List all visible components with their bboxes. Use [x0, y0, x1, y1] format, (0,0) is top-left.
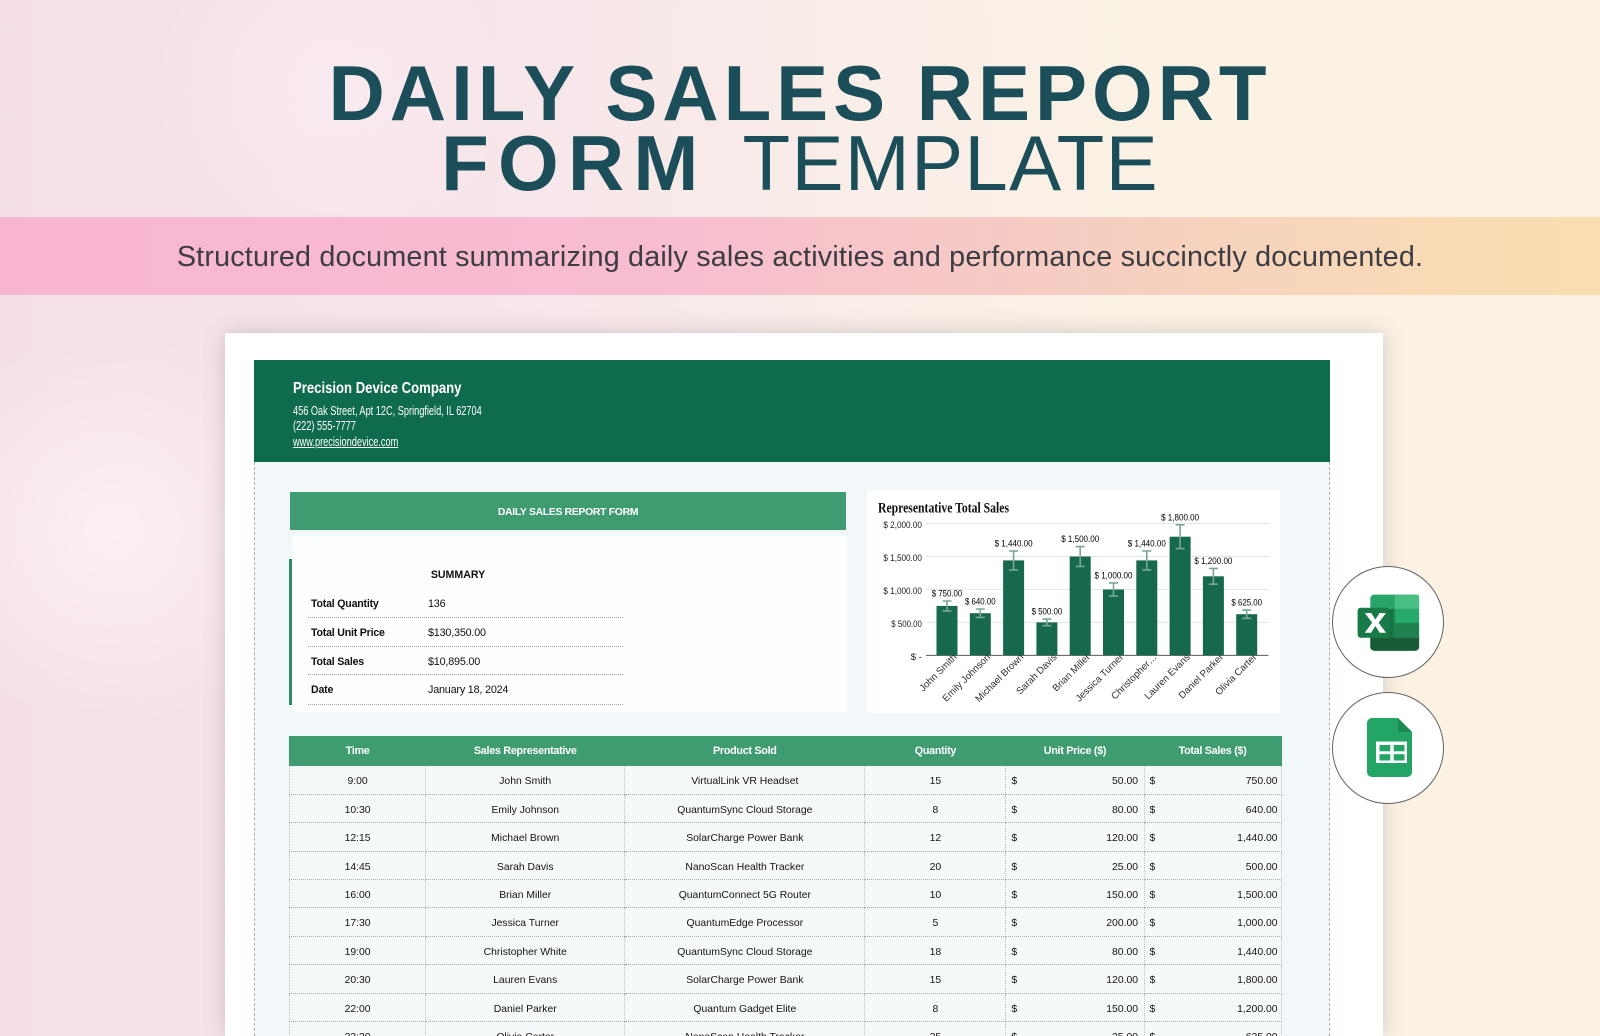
- svg-text:$ 1,200.00: $ 1,200.00: [1194, 556, 1232, 566]
- svg-text:$ 1,000.00: $ 1,000.00: [883, 586, 922, 597]
- svg-text:$ 2,000.00: $ 2,000.00: [883, 520, 922, 531]
- svg-text:Representative Total Sales: Representative Total Sales: [878, 499, 1009, 516]
- svg-text:$ 1,800.00: $ 1,800.00: [1161, 512, 1199, 522]
- svg-text:$ 640.00: $ 640.00: [965, 596, 996, 606]
- svg-text:$ 625.00: $ 625.00: [1231, 597, 1262, 607]
- svg-text:$ 500.00: $ 500.00: [891, 619, 922, 630]
- svg-text:$ 750.00: $ 750.00: [932, 588, 963, 598]
- svg-text:$ 1,440.00: $ 1,440.00: [995, 538, 1033, 548]
- svg-text:$ 1,440.00: $ 1,440.00: [1128, 538, 1166, 548]
- svg-text:$ 1,500.00: $ 1,500.00: [1061, 534, 1099, 544]
- svg-text:$ 500.00: $ 500.00: [1032, 606, 1063, 616]
- svg-text:$ -: $ -: [911, 652, 922, 663]
- svg-text:$ 1,000.00: $ 1,000.00: [1095, 570, 1133, 580]
- svg-text:$ 1,500.00: $ 1,500.00: [883, 553, 922, 564]
